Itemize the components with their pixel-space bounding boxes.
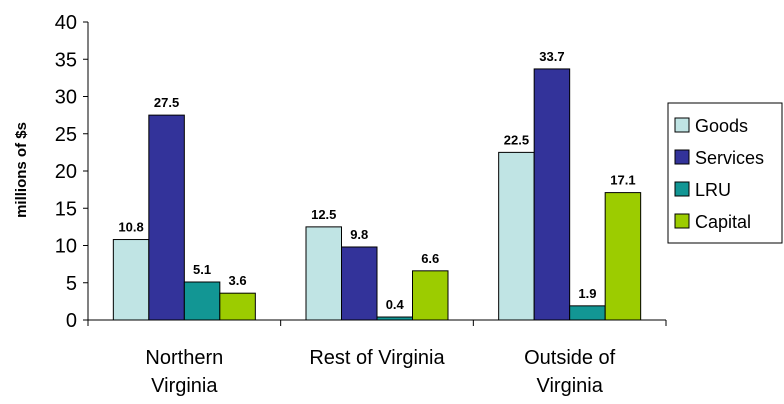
y-tick-label: 30 — [55, 87, 77, 109]
data-label: 3.6 — [229, 273, 247, 288]
y-tick-label: 20 — [55, 161, 77, 183]
x-category-label: Virginia — [536, 375, 603, 397]
y-tick-label: 10 — [55, 236, 77, 258]
chart-bars — [112, 68, 642, 321]
legend-swatch — [674, 181, 690, 197]
bar-services — [533, 68, 571, 321]
bar-capital — [604, 192, 642, 321]
y-tick-label: 25 — [55, 124, 77, 146]
legend-swatch — [674, 117, 690, 133]
y-tick-label: 15 — [55, 198, 77, 220]
y-tick-label: 5 — [66, 273, 77, 295]
legend-label: Capital — [695, 212, 751, 232]
legend-swatch — [674, 149, 690, 165]
bar-goods — [305, 226, 342, 321]
legend-swatch — [674, 213, 690, 229]
x-category-label: Virginia — [151, 375, 218, 397]
y-tick-label: 0 — [66, 310, 77, 332]
y-tick-label: 35 — [55, 49, 77, 71]
legend-label: Goods — [695, 116, 748, 136]
bar-lru — [376, 316, 413, 321]
data-label: 9.8 — [350, 227, 368, 242]
legend-label: LRU — [695, 180, 731, 200]
x-category-label: Outside of — [524, 347, 616, 369]
bar-services — [341, 246, 378, 321]
chart-axes: 0 5 10 15 20 25 30 35 40 Northern Virginia Rest of … — [55, 12, 667, 397]
bar-capital — [412, 270, 449, 321]
data-label: 22.5 — [504, 132, 529, 147]
chart-data-labels: 10.8 27.5 5.1 3.6 12.5 9.8 0.4 6.6 22.5 33.7 1.9 17… — [118, 49, 635, 312]
chart-legend: Goods Services LRU Capital — [667, 102, 783, 244]
data-label: 5.1 — [193, 262, 211, 277]
y-axis-label: millions of $s — [13, 122, 30, 218]
bar-lru — [569, 305, 606, 321]
data-label: 10.8 — [118, 220, 143, 235]
data-label: 33.7 — [539, 49, 564, 64]
bar-goods — [498, 151, 535, 321]
x-category-label: Northern — [145, 347, 223, 369]
y-tick-label: 40 — [55, 12, 77, 34]
data-label: 17.1 — [610, 173, 635, 188]
data-label: 27.5 — [154, 95, 179, 110]
bar-lru — [183, 281, 221, 321]
bar-services — [148, 114, 185, 321]
data-label: 12.5 — [311, 207, 336, 222]
legend-label: Services — [695, 148, 764, 168]
x-category-label: Rest of Virginia — [309, 347, 445, 369]
bar-goods — [112, 239, 150, 321]
data-label: 1.9 — [578, 286, 596, 301]
data-label: 0.4 — [386, 297, 405, 312]
data-label: 6.6 — [421, 251, 439, 266]
bar-capital — [219, 292, 256, 321]
